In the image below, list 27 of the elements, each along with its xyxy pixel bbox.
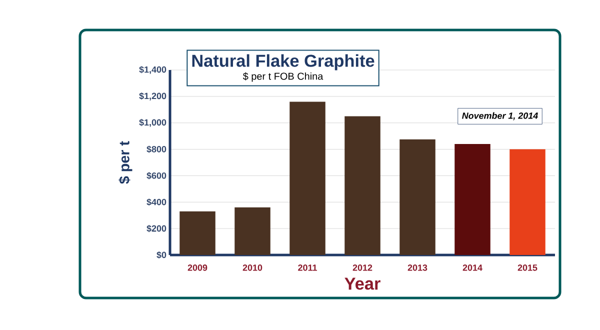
bar	[180, 211, 216, 255]
x-tick-label: 2015	[518, 264, 538, 271]
bar	[454, 144, 490, 255]
y-tick-label: $1,400	[139, 66, 166, 74]
bar	[400, 139, 436, 255]
y-tick-label: $800	[146, 146, 166, 153]
y-tick-label: $200	[146, 224, 166, 232]
annotation: November 1, 2014	[462, 112, 538, 120]
bar	[234, 207, 270, 255]
y-tick-label: $1,000	[139, 118, 166, 127]
chart-title: Natural Flake Graphite	[192, 54, 374, 70]
x-axis-title: Year	[344, 278, 380, 290]
y-axis-title: $ per t	[118, 141, 132, 184]
bar	[290, 102, 326, 255]
x-tick-label: 2013	[408, 264, 428, 271]
y-tick-label: $1,200	[139, 92, 166, 100]
y-tick-label: $400	[146, 198, 166, 206]
x-tick-label: 2009	[188, 264, 208, 271]
x-tick-label: 2012	[352, 264, 372, 271]
bar	[510, 149, 546, 255]
y-tick-label: $0	[156, 251, 166, 259]
chart-subtitle: $ per t FOB China	[242, 72, 324, 82]
x-tick-label: 2010	[242, 264, 262, 271]
y-tick-label: $600	[146, 172, 166, 180]
x-tick-label: 2011	[298, 264, 317, 271]
bar	[344, 116, 380, 255]
x-tick-label: 2014	[462, 264, 482, 271]
